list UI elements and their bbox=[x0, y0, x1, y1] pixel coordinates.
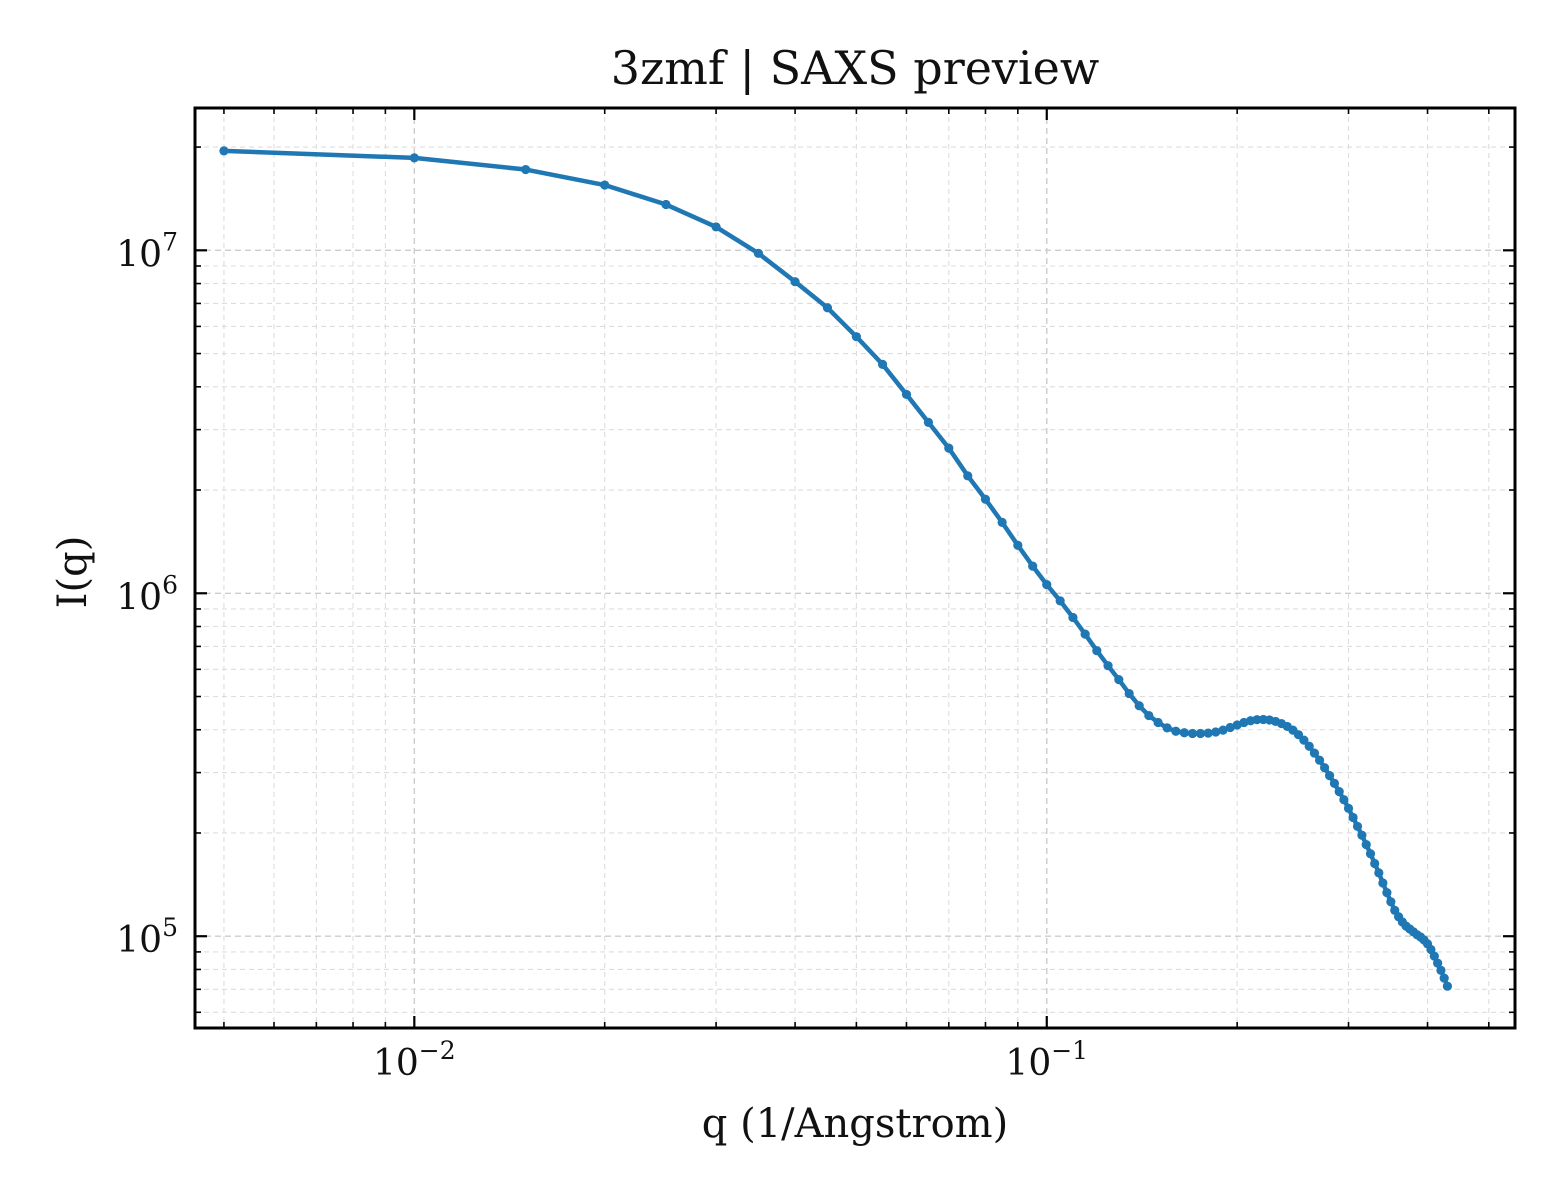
data-point bbox=[1114, 675, 1124, 685]
data-point bbox=[944, 443, 954, 453]
plot-frame bbox=[193, 106, 1517, 1030]
y-tick-label: 105 bbox=[116, 913, 178, 961]
data-point bbox=[521, 164, 531, 175]
data-point bbox=[409, 153, 419, 163]
data-point bbox=[1436, 965, 1446, 975]
y-tick-label: 106 bbox=[116, 570, 178, 618]
data-point bbox=[1179, 728, 1189, 738]
series-layer bbox=[219, 146, 1452, 991]
data-point bbox=[1429, 951, 1439, 961]
data-point bbox=[1211, 727, 1221, 737]
data-point bbox=[1162, 723, 1172, 733]
data-point bbox=[1320, 763, 1330, 773]
data-point bbox=[1203, 728, 1213, 738]
data-point bbox=[963, 471, 973, 481]
data-point bbox=[1382, 888, 1392, 898]
data-point bbox=[1013, 540, 1023, 550]
data-point bbox=[1339, 795, 1349, 805]
data-point bbox=[1055, 596, 1065, 606]
data-point bbox=[600, 180, 610, 190]
data-point bbox=[219, 146, 229, 156]
data-point bbox=[1442, 981, 1452, 991]
data-point bbox=[1439, 973, 1449, 983]
data-point bbox=[1348, 812, 1358, 823]
data-point bbox=[1153, 717, 1163, 728]
data-point bbox=[1042, 579, 1052, 590]
x-tick-label: 10−2 bbox=[373, 1036, 456, 1084]
chart-title: 3zmf | SAXS preview bbox=[611, 41, 1099, 95]
y-axis-label: I(q) bbox=[50, 536, 96, 609]
data-point bbox=[1124, 688, 1134, 699]
data-point bbox=[923, 417, 934, 427]
data-point bbox=[1370, 858, 1380, 869]
data-point bbox=[1080, 629, 1090, 639]
data-point bbox=[1218, 725, 1228, 735]
data-point bbox=[901, 389, 912, 400]
data-point bbox=[1068, 612, 1078, 623]
data-point bbox=[1314, 755, 1325, 765]
data-point bbox=[1357, 830, 1367, 840]
data-point bbox=[1334, 787, 1344, 797]
data-point bbox=[877, 359, 888, 369]
data-point bbox=[1309, 748, 1320, 758]
data-point bbox=[1187, 728, 1198, 739]
data-point bbox=[1134, 701, 1144, 711]
data-point bbox=[1171, 726, 1181, 736]
data-point bbox=[822, 303, 833, 313]
data-point bbox=[1433, 958, 1443, 968]
data-point bbox=[1092, 646, 1102, 656]
data-point bbox=[980, 494, 991, 504]
data-point bbox=[1225, 722, 1235, 733]
series-line bbox=[221, 148, 1450, 989]
data-point bbox=[851, 332, 861, 342]
data-point bbox=[1028, 561, 1038, 571]
data-point bbox=[1378, 878, 1388, 888]
data-point bbox=[711, 222, 721, 232]
data-point bbox=[1343, 803, 1354, 813]
data-point bbox=[661, 199, 671, 210]
data-point bbox=[1103, 661, 1113, 671]
data-point bbox=[1144, 710, 1154, 721]
data-point bbox=[1195, 728, 1206, 739]
x-tick-label: 10−1 bbox=[1005, 1036, 1088, 1084]
data-point bbox=[1329, 778, 1340, 789]
data-point bbox=[1299, 735, 1309, 745]
data-point bbox=[1386, 897, 1396, 907]
tick-labels: 10−2 10−1 105 106 107 bbox=[116, 227, 1088, 1084]
data-point bbox=[1374, 868, 1384, 878]
data-point bbox=[1365, 849, 1376, 859]
data-point bbox=[1304, 741, 1314, 751]
data-point bbox=[790, 277, 800, 287]
x-axis-label: q (1/Angstrom) bbox=[702, 1101, 1008, 1147]
data-point bbox=[753, 248, 764, 258]
data-point bbox=[1352, 821, 1363, 832]
data-point bbox=[1361, 840, 1371, 850]
axis-ticks bbox=[195, 108, 1515, 1028]
grid bbox=[195, 108, 1515, 1028]
data-point bbox=[1324, 771, 1335, 781]
y-tick-label: 107 bbox=[116, 227, 178, 275]
data-point bbox=[997, 517, 1007, 527]
